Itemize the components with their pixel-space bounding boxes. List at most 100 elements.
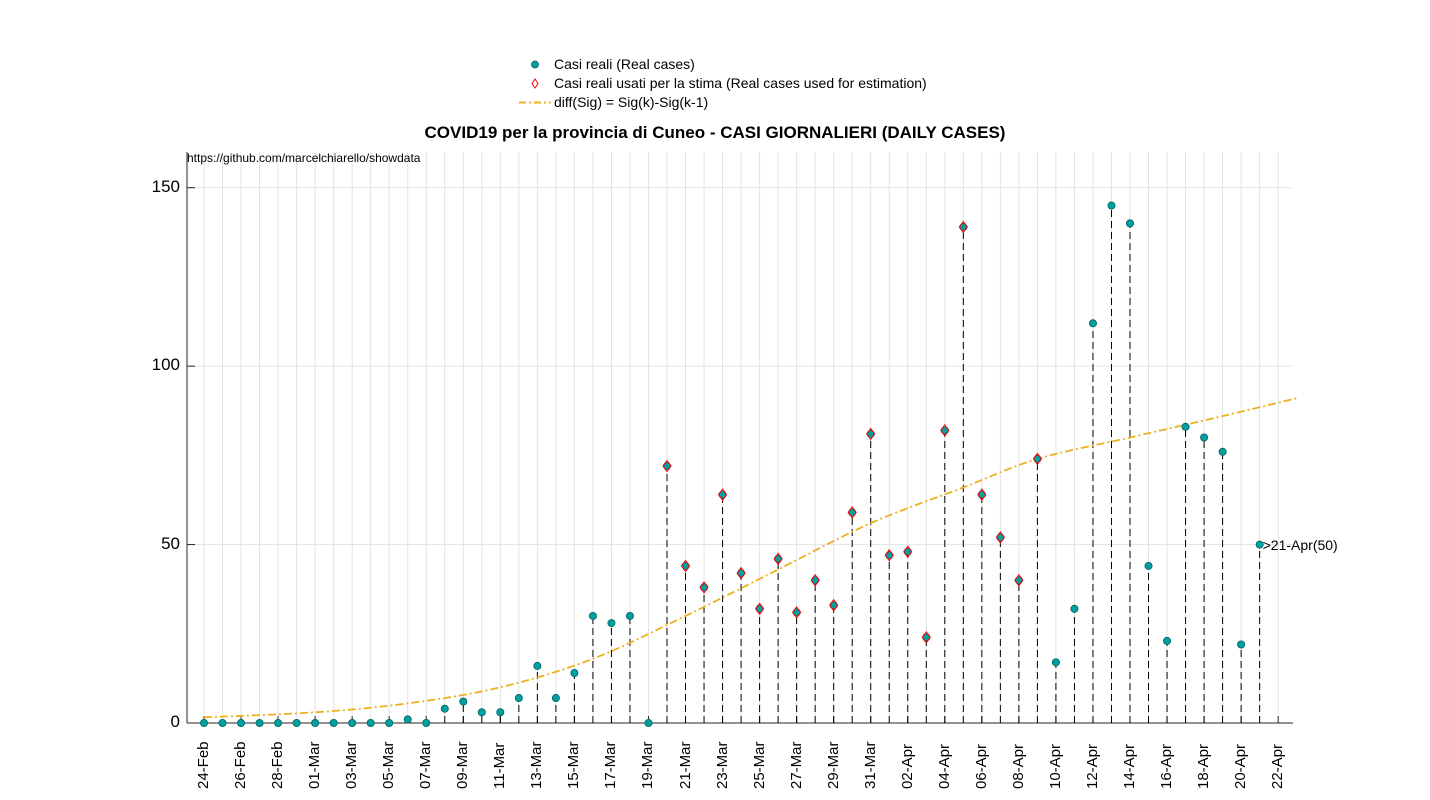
real-case-point bbox=[514, 694, 523, 703]
legend-label-real-cases: Casi reali (Real cases) bbox=[554, 56, 695, 72]
x-tick-label: 07-Mar bbox=[417, 741, 435, 789]
estimation-point-diamond bbox=[884, 548, 894, 562]
x-tick-label: 19-Mar bbox=[639, 741, 657, 789]
real-case-point bbox=[588, 611, 597, 620]
x-tick-label: 29-Mar bbox=[824, 741, 842, 789]
estimation-point-diamond bbox=[829, 598, 839, 612]
legend-diamond-icon bbox=[531, 78, 539, 89]
legend-dashed-line-icon bbox=[519, 101, 551, 104]
estimation-point-diamond bbox=[773, 552, 783, 566]
real-case-point bbox=[218, 719, 227, 728]
x-tick-label: 16-Apr bbox=[1158, 743, 1176, 789]
x-tick-label: 04-Apr bbox=[935, 743, 953, 789]
estimation-point-diamond bbox=[1014, 573, 1024, 587]
real-case-point bbox=[1163, 636, 1172, 645]
real-case-point bbox=[366, 719, 375, 728]
x-tick-label: 15-Mar bbox=[565, 741, 583, 789]
estimation-point-diamond bbox=[847, 506, 857, 519]
estimation-point-diamond bbox=[958, 220, 968, 234]
real-case-point bbox=[237, 719, 246, 728]
estimation-point-diamond bbox=[921, 630, 931, 644]
real-case-point bbox=[1070, 604, 1079, 613]
estimation-point-diamond bbox=[736, 566, 746, 580]
estimation-point-diamond bbox=[977, 488, 987, 501]
real-case-point bbox=[1126, 219, 1135, 228]
real-case-point bbox=[292, 719, 301, 728]
real-case-point bbox=[1181, 422, 1190, 431]
x-tick-label: 28-Feb bbox=[269, 741, 287, 789]
source-url-note: https://github.com/marcelchiarello/showd… bbox=[187, 151, 421, 165]
x-tick-label: 13-Mar bbox=[528, 741, 546, 789]
real-case-point bbox=[1218, 447, 1227, 456]
real-case-point bbox=[607, 619, 616, 628]
real-case-point bbox=[440, 704, 449, 713]
x-tick-label: 02-Apr bbox=[898, 743, 916, 789]
diff-sig-curve bbox=[203, 397, 1297, 719]
real-case-point bbox=[329, 719, 338, 728]
real-case-point bbox=[1255, 540, 1264, 549]
real-case-point bbox=[403, 715, 412, 724]
x-tick-label: 10-Apr bbox=[1046, 743, 1064, 789]
real-case-point bbox=[477, 708, 486, 717]
y-tick-label: 150 bbox=[151, 176, 180, 196]
x-tick-label: 26-Feb bbox=[232, 741, 250, 789]
estimation-point-diamond bbox=[680, 559, 691, 573]
estimation-point-diamond bbox=[699, 581, 709, 594]
y-tick-label: 50 bbox=[161, 533, 180, 553]
estimation-point-diamond bbox=[662, 459, 672, 473]
last-value-annotation: >21-Apr(50) bbox=[1262, 536, 1338, 553]
real-case-point bbox=[1237, 640, 1246, 649]
real-case-point bbox=[570, 669, 579, 678]
real-case-point bbox=[348, 719, 357, 728]
y-tick-label: 0 bbox=[170, 712, 180, 731]
estimation-point-diamond bbox=[940, 424, 950, 437]
real-case-point bbox=[551, 694, 560, 703]
x-tick-label: 18-Apr bbox=[1195, 743, 1213, 789]
x-tick-label: 05-Mar bbox=[380, 741, 398, 789]
real-case-point bbox=[274, 719, 283, 728]
estimation-point-diamond bbox=[754, 602, 765, 616]
x-tick-label: 14-Apr bbox=[1121, 743, 1138, 789]
real-case-point bbox=[496, 708, 505, 717]
x-tick-label: 17-Mar bbox=[602, 741, 620, 789]
legend-label-estimation-cases: Casi reali usati per la stima (Real case… bbox=[554, 75, 927, 91]
real-case-point bbox=[533, 661, 542, 670]
x-tick-label: 12-Apr bbox=[1083, 743, 1101, 789]
estimation-point-diamond bbox=[903, 545, 913, 559]
legend-dot-icon bbox=[531, 60, 539, 69]
x-tick-label: 31-Mar bbox=[861, 741, 879, 789]
x-tick-label: 24-Feb bbox=[195, 741, 212, 789]
x-tick-label: 11-Mar bbox=[491, 742, 509, 789]
real-case-point bbox=[1088, 319, 1097, 328]
legend-label-diff-sig: diff(Sig) = Sig(k)-Sig(k-1) bbox=[554, 94, 709, 110]
x-tick-label: 25-Mar bbox=[750, 741, 768, 789]
real-case-point bbox=[1051, 658, 1060, 667]
estimation-point-diamond bbox=[717, 488, 728, 501]
x-tick-label: 03-Mar bbox=[343, 741, 361, 789]
y-tick-label: 100 bbox=[151, 355, 180, 375]
estimation-point-diamond bbox=[810, 573, 820, 587]
x-tick-label: 23-Mar bbox=[713, 741, 731, 789]
estimation-point-diamond bbox=[866, 427, 876, 441]
legend: Casi reali (Real cases) Casi reali usati… bbox=[515, 55, 965, 115]
real-case-point bbox=[644, 719, 653, 728]
real-case-point bbox=[625, 611, 634, 620]
real-case-point bbox=[385, 719, 394, 728]
real-case-point bbox=[422, 719, 431, 728]
real-case-point bbox=[1107, 201, 1116, 210]
x-tick-label: 22-Apr bbox=[1269, 743, 1287, 789]
real-case-point bbox=[459, 697, 468, 706]
x-tick-label: 06-Apr bbox=[972, 743, 990, 789]
x-tick-label: 27-Mar bbox=[787, 741, 805, 789]
x-tick-label: 01-Mar bbox=[306, 741, 324, 789]
x-tick-label: 08-Apr bbox=[1009, 743, 1027, 789]
real-case-point bbox=[1200, 433, 1209, 442]
x-tick-label: 20-Apr bbox=[1232, 743, 1250, 789]
x-tick-label: 09-Mar bbox=[454, 741, 472, 789]
estimation-point-diamond bbox=[792, 606, 802, 619]
real-case-point bbox=[255, 719, 264, 728]
real-case-point bbox=[311, 719, 320, 728]
real-case-point bbox=[1144, 561, 1153, 570]
estimation-point-diamond bbox=[1032, 452, 1043, 466]
